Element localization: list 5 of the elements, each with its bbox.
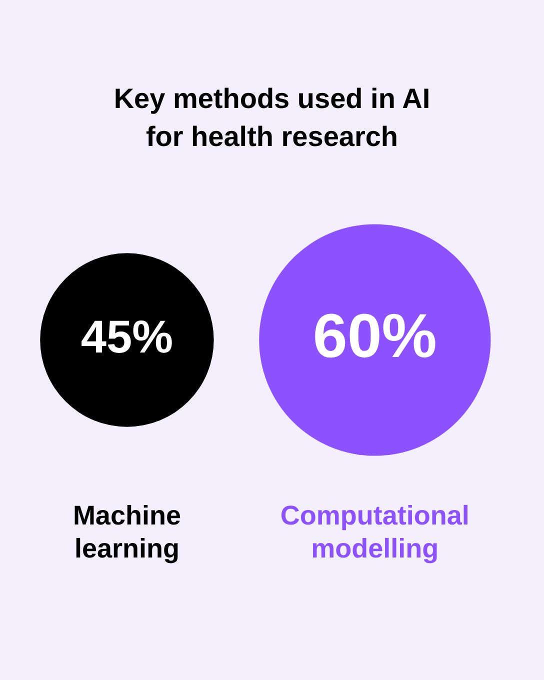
data-label: 60% <box>312 302 437 372</box>
data-label: 45% <box>80 310 173 363</box>
text: Key methods used in AI for health research <box>112 82 432 154</box>
category-label: Computational modelling <box>280 500 470 564</box>
category-label: Machine learning <box>72 500 181 564</box>
